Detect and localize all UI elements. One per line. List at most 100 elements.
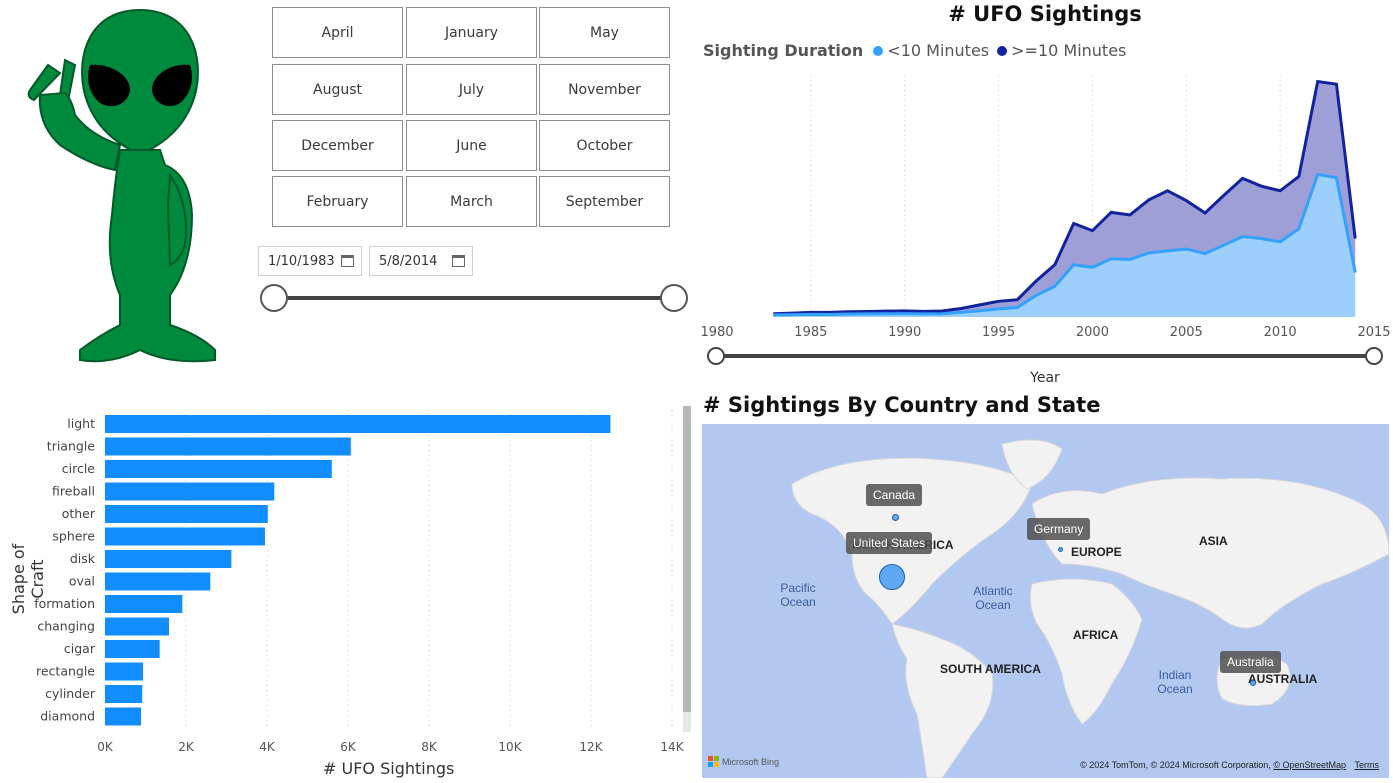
bar-circle[interactable] [105,460,332,478]
category-label: triangle [47,439,96,454]
area-chart: 1980 1985 1990 1995 2000 2005 2010 2015 Year [700,75,1390,386]
line-series-lt10 [773,172,1357,317]
area-series-gte10 [773,81,1356,316]
map-label-united-states: United States [846,532,933,554]
bar-cylinder[interactable] [105,685,143,703]
area-chart-title: # UFO Sightings [948,2,1142,26]
map-title: # Sightings By Country and State [703,393,1101,417]
bing-logo: Microsoft Bing [708,756,779,767]
microsoft-logo-icon [708,756,719,767]
x-tick-label: 8K [421,740,438,754]
map-bubble-canada[interactable] [892,514,899,521]
month-button-june[interactable]: June [406,120,537,171]
bar-rectangle[interactable] [105,662,144,681]
map-bubble-united-states[interactable] [879,564,905,590]
bar-sphere[interactable] [105,527,265,546]
terms-link[interactable]: Terms [1354,760,1380,770]
map-label-canada: Canada [866,484,923,506]
world-map[interactable]: NORTH AMERICA EUROPE ASIA AFRICA SOUTH A… [702,424,1389,778]
x-tick-label: 1980 [700,325,733,340]
bar-x-axis-title: # UFO Sightings [323,759,455,778]
bar-y-axis-title: Shape of Craft [9,543,47,615]
category-label: diamond [40,709,95,724]
map-bubble-australia[interactable] [1250,680,1256,686]
bar-other[interactable] [105,505,268,523]
bar-cigar[interactable] [105,640,160,658]
calendar-icon[interactable] [341,255,354,267]
ocean-label: Pacific Ocean [780,581,816,609]
area-x-axis-title: Year [1029,370,1060,386]
continent-label: ASIA [1199,534,1228,548]
category-label: other [62,506,96,521]
map-landmass [791,439,1389,778]
map-label-germany: Germany [1027,518,1091,540]
ocean-label: Indian Ocean [1157,668,1193,696]
category-label: cylinder [45,686,96,701]
x-tick-label: 12K [579,740,603,754]
chart-legend: Sighting Duration <10 Minutes >=10 Minut… [703,41,1134,60]
x-tick-label: 6K [340,740,357,754]
bar-changing[interactable] [105,617,169,636]
area-series-lt10 [773,174,1356,317]
x-tick-label: 1985 [794,325,827,340]
x-tick-label: 2K [178,740,195,754]
bar-light[interactable] [105,415,611,433]
bar-chart: 0K 2K 4K 6K 8K 10K 12K 14K light triangle circle fi… [34,410,685,754]
continent-label: SOUTH AMERICA [940,662,1041,676]
legend-dot-icon [873,45,884,56]
x-tick-label: 2015 [1357,325,1390,340]
x-tick-label: 1990 [888,325,921,340]
category-label: circle [62,461,96,476]
continent-label: AUSTRALIA [1248,672,1318,686]
end-date-input[interactable]: 5/8/2014 [369,246,473,276]
continent-label: EUROPE [1071,545,1122,559]
month-button-february[interactable]: February [272,176,403,227]
x-tick-label: 14K [660,740,684,754]
line-series-gte10 [773,79,1357,316]
start-date-input[interactable]: 1/10/1983 [258,246,362,276]
month-button-may[interactable]: May [539,7,670,58]
bar-chart-scroll-thumb[interactable] [683,406,691,712]
calendar-icon[interactable] [452,255,465,267]
month-button-december[interactable]: December [272,120,403,171]
year-slider-start-handle[interactable] [707,347,725,365]
legend-item-gte10[interactable]: >=10 Minutes [997,41,1126,60]
legend-item-lt10[interactable]: <10 Minutes [873,41,989,60]
category-label: sphere [52,529,95,544]
category-label: oval [69,574,95,589]
month-button-october[interactable]: October [539,120,670,171]
osm-link[interactable]: © OpenStreetMap [1273,760,1346,770]
continent-label: AFRICA [1073,628,1119,642]
month-button-september[interactable]: September [539,176,670,227]
category-label: fireball [52,484,95,499]
x-tick-label: 1995 [982,325,1015,340]
x-tick-label: 2000 [1076,325,1109,340]
x-tick-label: 0K [97,740,114,754]
date-slider-track[interactable] [274,296,674,300]
bar-fireball[interactable] [105,482,275,501]
bar-triangle[interactable] [105,437,351,456]
category-label: changing [37,619,95,634]
date-slider-start-handle[interactable] [260,284,288,312]
month-button-april[interactable]: April [272,7,403,58]
bar-diamond[interactable] [105,707,142,726]
month-button-august[interactable]: August [272,64,403,115]
bar-disk[interactable] [105,550,232,568]
category-label: disk [70,551,96,566]
x-tick-label: 10K [498,740,522,754]
map-credits: © 2024 TomTom, © 2024 Microsoft Corporat… [1080,760,1379,770]
month-button-november[interactable]: November [539,64,670,115]
date-slider-end-handle[interactable] [660,284,688,312]
bar-oval[interactable] [105,572,211,591]
category-label: formation [34,596,95,611]
category-label: cigar [64,641,96,656]
month-button-january[interactable]: January [406,7,537,58]
x-tick-label: 2005 [1170,325,1203,340]
alien-logo [27,8,216,363]
x-tick-label: 4K [259,740,276,754]
year-slider-end-handle[interactable] [1365,347,1383,365]
bar-formation[interactable] [105,595,183,613]
month-button-july[interactable]: July [406,64,537,115]
month-button-march[interactable]: March [406,176,537,227]
map-bubble-germany[interactable] [1058,547,1063,552]
